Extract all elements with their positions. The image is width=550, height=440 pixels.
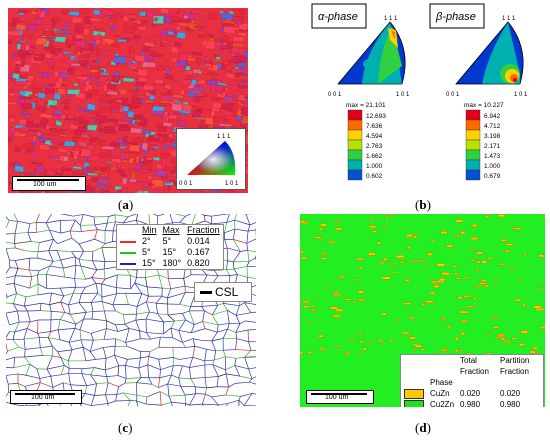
csl-label: CSL — [215, 285, 239, 299]
pole-figure-1: α-phase 1 1 1 0 0 1 1 0 1 max = 21.101 12.693… — [311, 3, 410, 181]
scale-swatch — [465, 139, 481, 151]
legend-c-row: 2° 5° 0.014 — [117, 236, 224, 247]
scale-value: 1.662 — [366, 153, 383, 160]
ipf-key-br: 1 0 1 — [225, 181, 239, 187]
caption-b: (b) — [415, 197, 431, 212]
pf-bl-label: 0 0 1 — [328, 92, 342, 98]
scale-swatch — [347, 149, 363, 161]
legend-c-row: 5° 15° 0.167 — [117, 247, 224, 258]
scale-value: 2.171 — [484, 143, 501, 150]
scale-bar-c-label: 100 um — [31, 394, 55, 401]
caption-c: (c) — [118, 420, 133, 435]
phase-label: α-phase — [318, 11, 358, 23]
scale-swatch — [347, 129, 363, 141]
legend-c-row: 15° 180° 0.820 — [117, 258, 224, 270]
panel-b-pole-figures: α-phase 1 1 1 0 0 1 1 0 1 max = 21.101 12.693… — [300, 0, 545, 196]
scale-value: 12.693 — [366, 113, 386, 120]
scale-bar-c: 100 um — [10, 390, 82, 404]
phase-legend: Total Fraction Partition Fraction Phase … — [400, 354, 545, 407]
pf-br-label: 1 0 1 — [396, 92, 410, 98]
scale-swatch — [347, 109, 363, 121]
legend-d-row: CuZn 0.020 0.020 — [401, 388, 544, 399]
scale-bar-d: 100 um — [306, 390, 374, 404]
panel-d-phase-map: Total Fraction Partition Fraction Phase … — [300, 214, 545, 407]
panel-a-ipf-map: 100 um 1 1 1 0 0 1 1 0 1 — [8, 8, 248, 193]
scale-value: 7.636 — [366, 123, 383, 130]
grain-boundary-map — [6, 214, 256, 406]
scale-value: 6.942 — [484, 113, 501, 120]
phase-map — [300, 214, 545, 356]
scale-value: 4.594 — [366, 133, 383, 140]
scale-value: 1.473 — [484, 153, 501, 160]
pf-bl-label: 0 0 1 — [446, 92, 460, 98]
scale-value: 4.712 — [484, 123, 501, 130]
ipf-key: 1 1 1 0 0 1 1 0 1 — [176, 128, 246, 190]
legend-d-header-total: Total Fraction — [460, 356, 489, 376]
scale-value: 3.198 — [484, 133, 501, 140]
scale-swatch — [347, 159, 363, 171]
scale-bar-a: 100 um — [12, 176, 86, 191]
pole-figure-plots: α-phase 1 1 1 0 0 1 1 0 1 max = 21.101 12.693… — [311, 3, 528, 181]
scale-value: 0.602 — [366, 173, 383, 180]
legend-d-header-phase: Phase — [430, 378, 453, 387]
csl-legend: CSL — [194, 282, 252, 302]
ipf-key-bl: 0 0 1 — [179, 181, 193, 187]
scale-swatch — [465, 129, 481, 141]
scale-swatch — [465, 159, 481, 171]
legend-c-header-min: Min — [142, 225, 157, 235]
scale-bar-d-label: 100 um — [325, 394, 349, 401]
pf-top-label: 1 1 1 — [384, 16, 398, 22]
panel-c-boundary-map: Min Max Fraction 2° 5° 0.014 5° 15° 0.16… — [6, 214, 256, 406]
legend-d-header-partition: Partition Fraction — [500, 356, 530, 376]
pf-max-label: max = 10.227 — [464, 102, 504, 109]
caption-d: (d) — [415, 420, 431, 435]
misorientation-legend: Min Max Fraction 2° 5° 0.014 5° 15° 0.16… — [116, 224, 224, 270]
ipf-key-top: 1 1 1 — [217, 134, 231, 140]
scale-value: 2.763 — [366, 143, 383, 150]
scale-value: 0.679 — [484, 173, 501, 180]
legend-d-row: Cu2Zn 0.980 0.980 — [401, 399, 544, 407]
scale-swatch — [465, 119, 481, 131]
scale-swatch — [347, 169, 363, 181]
scale-swatch — [347, 119, 363, 131]
scale-swatch — [465, 169, 481, 181]
scale-value: 1.000 — [484, 163, 501, 170]
pf-br-label: 1 0 1 — [514, 92, 528, 98]
caption-a: (a) — [118, 197, 134, 212]
scale-swatch — [465, 109, 481, 121]
pf-max-label: max = 21.101 — [346, 102, 386, 109]
scale-bar-a-label: 100 um — [33, 181, 57, 188]
legend-c-header-max: Max — [162, 225, 180, 235]
phase-label: β-phase — [435, 11, 476, 23]
scale-swatch — [347, 139, 363, 151]
scale-value: 1.000 — [366, 163, 383, 170]
scale-swatch — [465, 149, 481, 161]
legend-c-header-fraction: Fraction — [187, 225, 220, 235]
pf-top-label: 1 1 1 — [502, 16, 516, 22]
pole-figure-2: β-phase 1 1 1 0 0 1 1 0 1 max = 10.227 6.942 4… — [429, 3, 528, 181]
